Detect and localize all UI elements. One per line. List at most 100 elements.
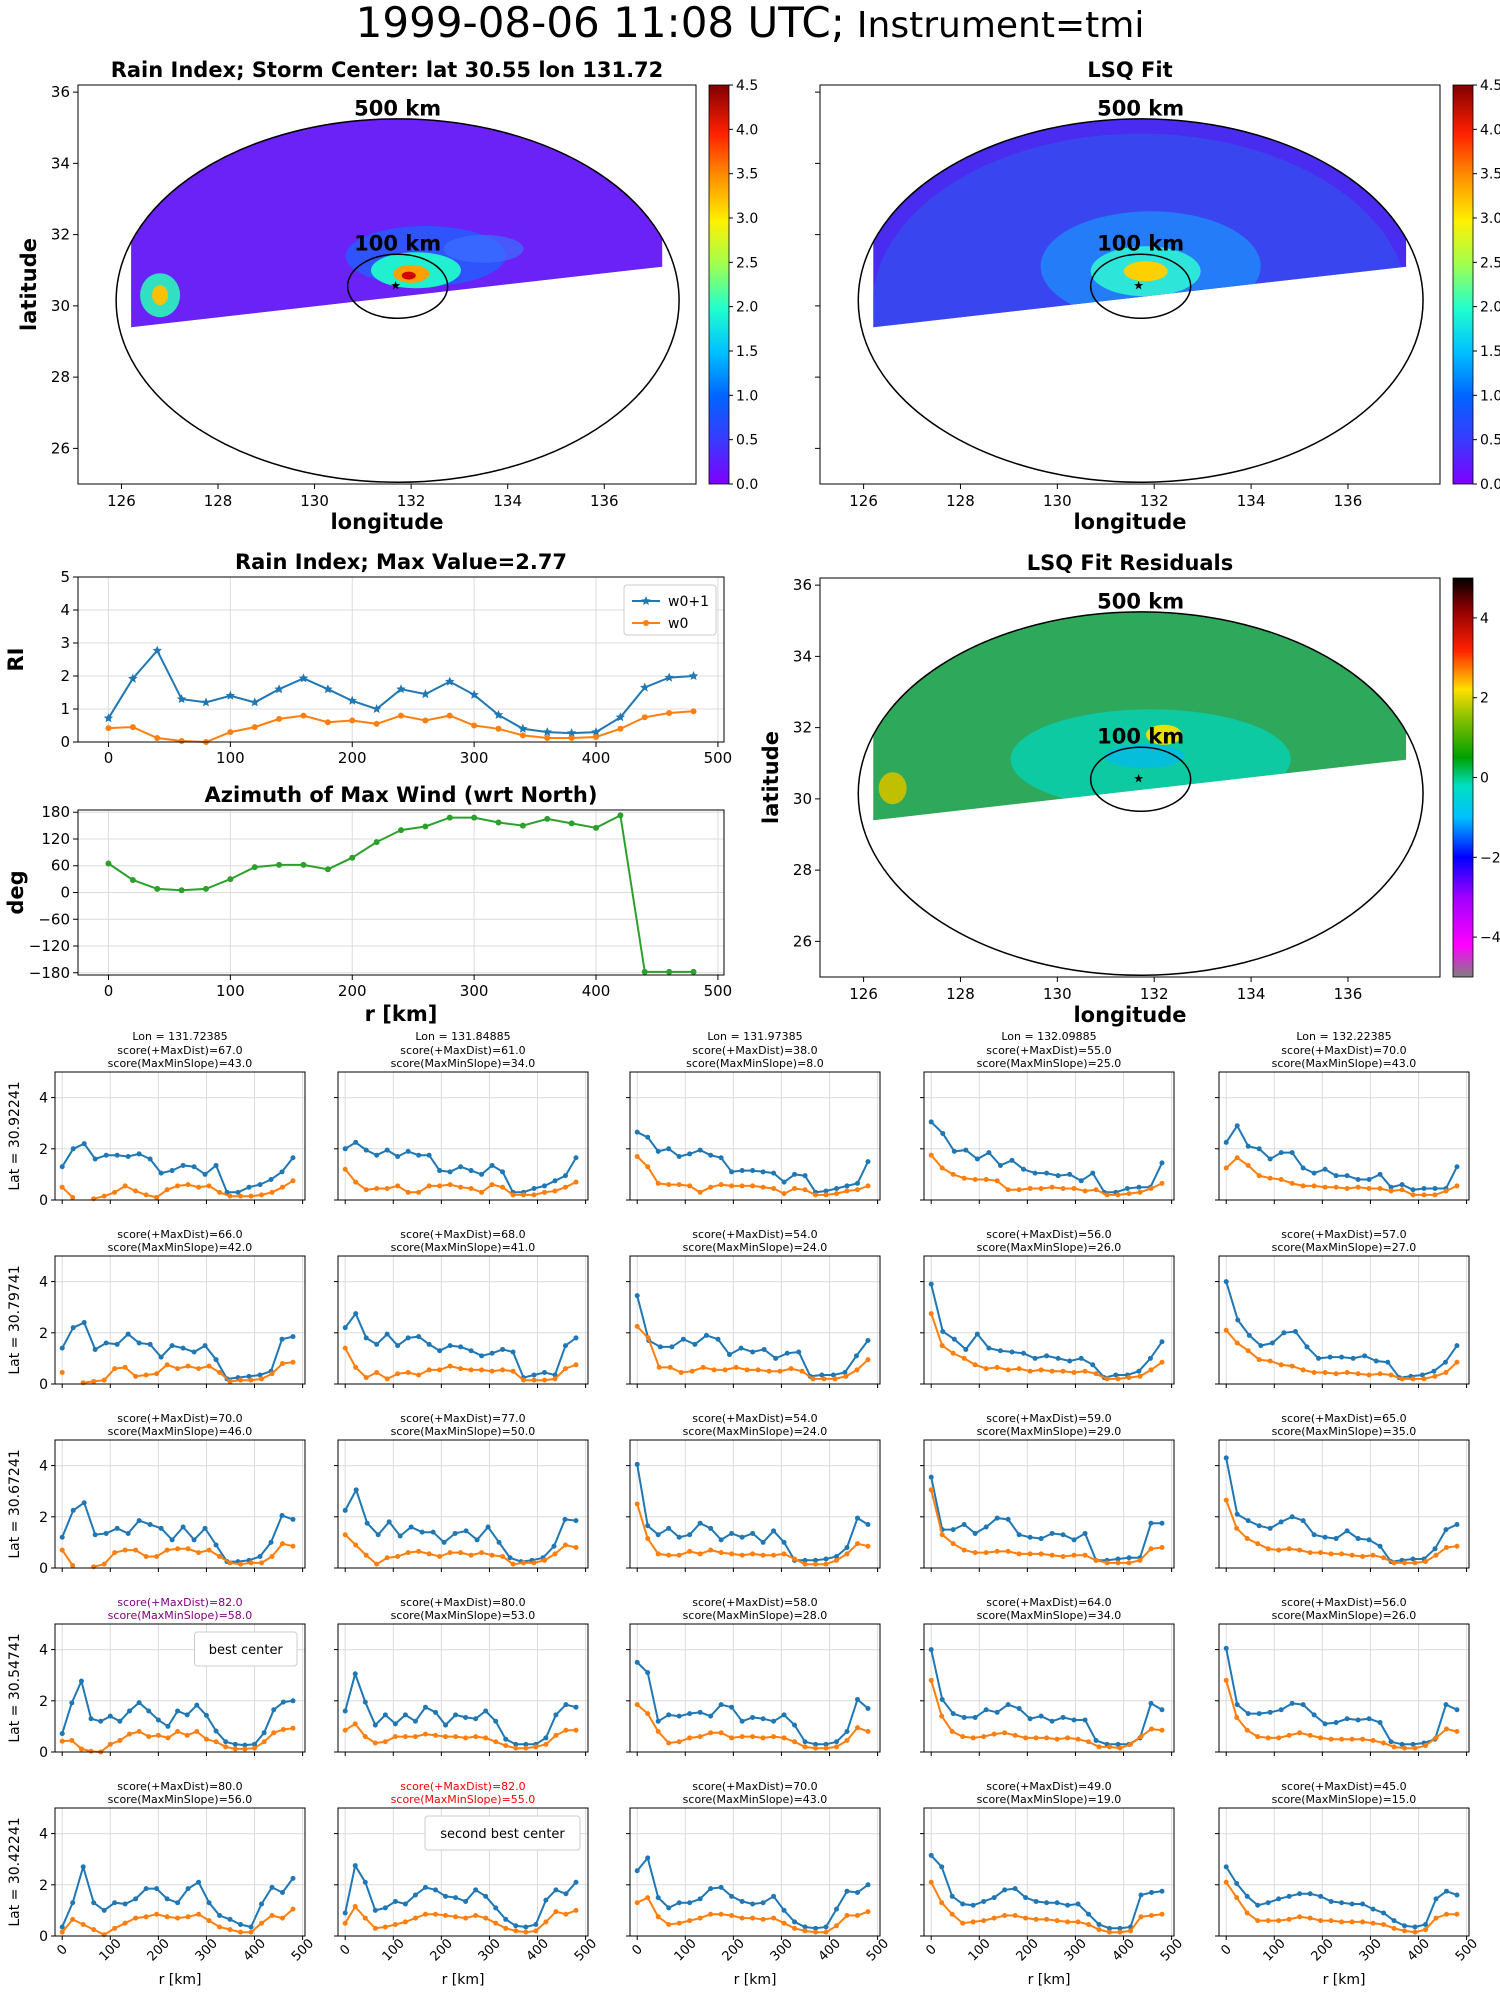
w0-point [1297,1730,1303,1736]
w0-point [203,1736,209,1742]
w0-point [771,1915,777,1921]
w0plus1-point [823,1556,829,1562]
w0-point [1410,1192,1416,1198]
x-tick-label: 134 [493,492,522,510]
w0plus1-point [261,1730,267,1736]
w0-point [1322,1369,1328,1375]
w0plus1-line [1225,1457,1458,1563]
w0plus1-point [463,1714,469,1720]
map-title: LSQ Fit [1087,58,1172,82]
w0plus1-point [447,1169,453,1175]
series-2-point [251,724,258,731]
x-tick-label: 500 [704,982,733,1000]
w0-point [1318,1735,1324,1741]
w0plus1-point [259,1901,265,1907]
w0-point [854,1725,860,1731]
series-2-point [178,738,185,745]
w0plus1-point [213,1162,219,1168]
w0plus1-point [1355,1177,1361,1183]
w0-point [813,1929,819,1935]
w0plus1-point [1344,1173,1350,1179]
w0plus1-point [1366,1177,1372,1183]
plot-area [338,1072,588,1200]
w0plus1-point [784,1350,790,1356]
y-tick-label: 34 [793,647,812,665]
w0-point [1388,1372,1394,1378]
w0-point [844,1737,850,1743]
label-100km: 100 km [354,232,441,256]
w0plus1-point [708,1886,714,1892]
w0-point [854,1541,860,1547]
w0-point [542,1189,548,1195]
w0plus1-point [1311,1532,1317,1538]
w0plus1-point [92,1532,98,1538]
w0-point [112,1366,118,1372]
w0plus1-point [353,1311,359,1317]
w0-point [994,1548,1000,1554]
series-1-point [615,712,626,722]
w0-point [949,1911,955,1917]
swath-features [140,226,524,318]
w0plus1-point [1054,1900,1060,1906]
w0-point [353,1542,359,1548]
w0-point [1138,1914,1144,1920]
w0plus1-point [1355,1536,1361,1542]
w0plus1-point [59,1924,65,1930]
w0plus1-point [242,1742,248,1748]
w0plus1-point [729,1169,735,1175]
x-tick-label: 200 [720,1936,748,1964]
w0plus1-point [1055,1355,1061,1361]
w0plus1-point [531,1185,537,1191]
w0plus1-point [1292,1329,1298,1335]
w0plus1-point [761,1346,767,1352]
w0plus1-point [353,1487,359,1493]
w0-point [1234,1155,1240,1161]
w0-point [781,1735,787,1741]
w0-point [1044,1735,1050,1741]
w0plus1-point [963,1147,969,1153]
w0-point [1410,1376,1416,1382]
score-panel-r3-c1: 0 2 4 score(+MaxDist)=70.0score(MaxMinSlope… [7,1412,306,1577]
w0plus1-point [437,1348,443,1354]
series-1-point [519,822,526,829]
w0-point [479,1189,485,1195]
plot-frame [1218,1623,1470,1753]
w0plus1-point [1082,1530,1088,1536]
w0plus1-point [213,1357,219,1363]
w0-point [823,1929,829,1935]
w0-point [133,1547,139,1553]
w0plus1-point [364,1520,370,1526]
w0plus1-point [203,1712,209,1718]
w0-point [552,1551,558,1557]
y-tick-label: 32 [793,719,812,737]
y-tick-label: 0 [60,884,70,902]
resid-pos [878,772,907,805]
w0plus1-point [342,1325,348,1331]
w0plus1-point [994,1515,1000,1521]
w0plus1-point [59,1164,65,1170]
w0-point [739,1915,745,1921]
series-1-point [568,820,575,827]
w0-point [479,1550,485,1556]
w0plus1-point [103,1340,109,1346]
w0plus1-point [1009,1349,1015,1355]
w0-point [1016,1187,1022,1193]
w0-point [473,1913,479,1919]
w0plus1-point [792,1722,798,1728]
plot-area [924,1624,1174,1752]
x-tick-label: 300 [1357,1936,1385,1964]
w0-point [573,1179,579,1185]
score-panel-r5-c5: 0 100 200 300 400 500 score(+MaxDist)=45.0scor… [1215,1780,1481,1988]
colorbar [1452,577,1474,978]
w0plus1-point [771,1718,777,1724]
w0-point [1318,1550,1324,1556]
w0-point [1344,1185,1350,1191]
w0-point [718,1550,724,1556]
colorbar-tick-label: 3.5 [1480,167,1500,183]
w0plus1-point [1355,1717,1361,1723]
w0plus1-point [1300,1165,1306,1171]
w0-point [185,1363,191,1369]
w0plus1-point [279,1513,285,1519]
colorbar-tick-label: −2 [1480,850,1500,866]
w0plus1-point [59,1731,65,1737]
